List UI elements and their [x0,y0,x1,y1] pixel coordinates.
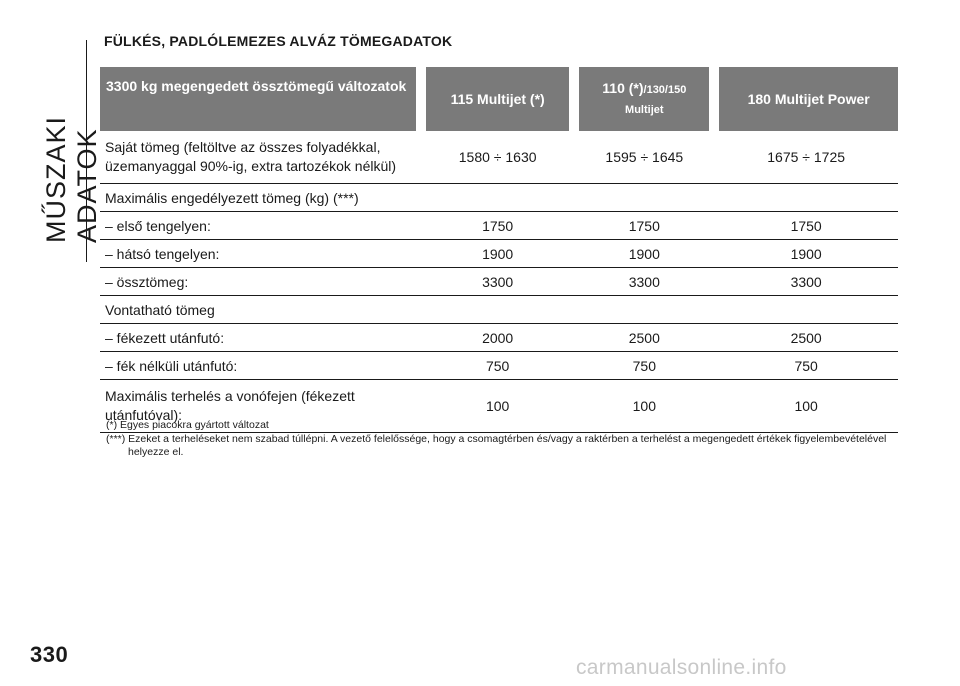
cell-value: 1900 [421,239,575,268]
row-label: – össztömeg: [100,267,421,296]
table-row: Vontatható tömeg [100,295,898,324]
cell-value: 1900 [714,239,898,268]
row-label: – hátsó tengelyen: [100,239,421,268]
cell-value: 2000 [421,323,575,352]
header-115-multijet-label: 115 Multijet (*) [450,91,545,107]
section-title: FÜLKÉS, PADLÓLEMEZES ALVÁZ TÖMEGADATOK [104,33,453,49]
cell-value: 750 [714,351,898,380]
table-header-row: 3300 kg megengedett össztömegű változato… [100,67,898,131]
watermark: carmanualsonline.info [576,656,787,679]
row-label: Maximális engedélyezett tömeg (kg) (***) [100,183,421,212]
cell-value: 100 [714,379,898,433]
header-180-label: 180 Multijet Power [747,91,870,107]
row-label: Saját tömeg (feltöltve az összes folyadé… [100,131,421,184]
header-115-multijet: 115 Multijet (*) [415,67,575,131]
cell-value: 1750 [421,211,575,240]
cell-value: 1750 [714,211,898,240]
cell-value: 1675 ÷ 1725 [714,131,898,184]
row-label: Maximális terhelés a vonófejen (fékezett… [100,379,421,433]
table-row: – össztömeg: 3300 3300 3300 [100,267,898,296]
table-row: – fék nélküli utánfutó: 750 750 750 [100,351,898,380]
cell-value: 2500 [714,323,898,352]
row-label-line: üzemanyaggal 90%-ig, extra tartozékok né… [105,158,397,174]
row-label-line: Saját tömeg (feltöltve az összes folyadé… [105,139,381,155]
row-label: – fék nélküli utánfutó: [100,351,421,380]
cell-value: 3300 [714,267,898,296]
row-label-line: Maximális terhelés a vonófejen (fékezett [105,388,355,404]
row-label: Vontatható tömeg [100,295,421,324]
footnotes: (*) Egyes piacokra gyártott változat (**… [106,419,901,460]
row-label-line: utánfutóval): [105,407,183,423]
row-label: – fékezett utánfutó: [100,323,421,352]
side-tab-label: MŰSZAKI ADATOK [41,115,102,243]
header-110-130-150-multijet: 110 (*)/130/150 Multijet [569,67,715,131]
header-180-multijet-power: 180 Multijet Power [709,67,898,131]
cell-value: 3300 [574,267,715,296]
page-number: 330 [30,642,69,667]
cell-value: 100 [574,379,715,433]
header-multijet-sub: Multijet [625,104,664,116]
weight-table: 3300 kg megengedett össztömegű változato… [100,67,898,433]
cell-value [574,295,715,324]
table-row: – fékezett utánfutó: 2000 2500 2500 [100,323,898,352]
row-label: – első tengelyen: [100,211,421,240]
footnote: (***) Ezeket a terheléseket nem szabad t… [106,433,887,458]
cell-value [574,183,715,212]
side-tab: MŰSZAKI ADATOK [41,32,102,262]
table-row: – hátsó tengelyen: 1900 1900 1900 [100,239,898,268]
cell-value: 2500 [574,323,715,352]
table-row: – első tengelyen: 1750 1750 1750 [100,211,898,240]
header-variant: 3300 kg megengedett össztömegű változato… [100,67,421,131]
header-130-150-label: /130/150 [643,84,687,96]
cell-value: 1595 ÷ 1645 [574,131,715,184]
table-row: Maximális engedélyezett tömeg (kg) (***) [100,183,898,212]
footnote: (*) Egyes piacokra gyártott változat [106,419,269,431]
cell-value [421,183,575,212]
cell-value: 750 [421,351,575,380]
cell-value [421,295,575,324]
cell-value [714,295,898,324]
table-row: Saját tömeg (feltöltve az összes folyadé… [100,131,898,184]
cell-value: 3300 [421,267,575,296]
cell-value: 1900 [574,239,715,268]
header-110-label: 110 (*) [602,80,644,96]
table-row: Maximális terhelés a vonófejen (fékezett… [100,379,898,433]
cell-value [714,183,898,212]
cell-value: 100 [421,379,575,433]
side-tab-divider [86,40,87,262]
cell-value: 1750 [574,211,715,240]
cell-value: 1580 ÷ 1630 [421,131,575,184]
cell-value: 750 [574,351,715,380]
